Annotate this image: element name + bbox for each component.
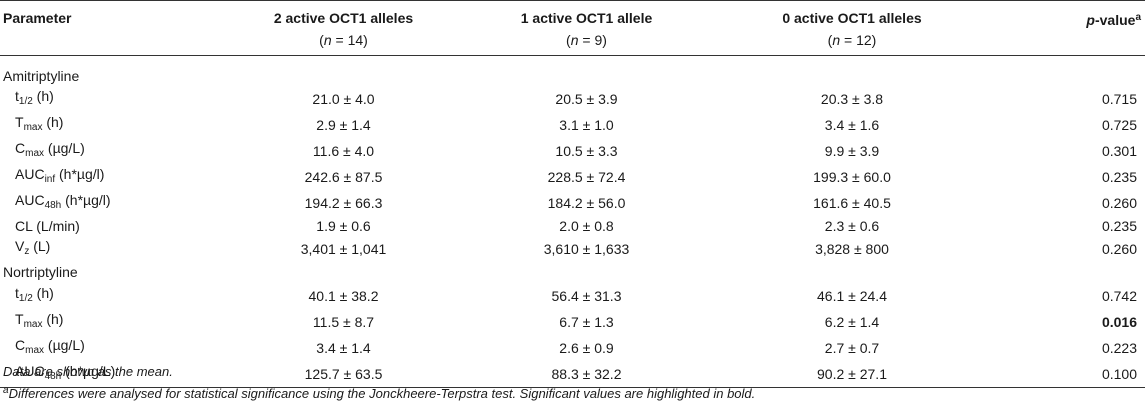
value-cell: 20.5 ± 3.9 bbox=[555, 91, 618, 108]
parameter-cell: Tmax (h) bbox=[15, 310, 64, 330]
parameter-cell: AUC48h (h*µg/l) bbox=[15, 192, 111, 212]
header-2-alleles: 2 active OCT1 alleles bbox=[222, 0, 465, 30]
table-row: Tmax (h) 2.9 ± 1.4 3.1 ± 1.0 3.4 ± 1.6 0.725 bbox=[0, 112, 1145, 138]
value-cell: 11.6 ± 4.0 bbox=[312, 143, 375, 160]
value-cell: 40.1 ± 38.2 bbox=[308, 287, 379, 304]
value-cell: 20.3 ± 3.8 bbox=[820, 91, 884, 108]
value-cell: 228.5 ± 72.4 bbox=[547, 169, 626, 186]
p-value-cell: 0.742 bbox=[1101, 287, 1137, 304]
value-cell: 3,610 ± 1,633 bbox=[543, 241, 630, 258]
header-n-2-alleles: (n = 14) bbox=[222, 30, 465, 56]
parameter-cell: Cmax (µg/L) bbox=[15, 140, 85, 160]
p-value-cell: 0.016 bbox=[1101, 313, 1137, 330]
footnote-mean: Data are shown as the mean. bbox=[3, 364, 173, 379]
value-cell: 3.4 ± 1.4 bbox=[316, 339, 371, 356]
parameter-cell: Tmax (h) bbox=[15, 114, 64, 134]
value-cell: 3.1 ± 1.0 bbox=[559, 117, 614, 134]
table-row: t1/2 (h) 21.0 ± 4.0 20.5 ± 3.9 20.3 ± 3.8 0.… bbox=[0, 86, 1145, 112]
value-cell: 2.0 ± 0.8 bbox=[559, 218, 614, 235]
value-cell: 125.7 ± 63.5 bbox=[222, 360, 465, 388]
p-value-cell: 0.100 bbox=[996, 360, 1145, 388]
table-row: Cmax (µg/L) 3.4 ± 1.4 2.6 ± 0.9 2.7 ± 0.7 0.… bbox=[0, 335, 1145, 361]
p-value-cell: 0.235 bbox=[1101, 169, 1137, 186]
value-cell: 2.6 ± 0.9 bbox=[559, 339, 614, 356]
table-row: Vz (L) 3,401 ± 1,041 3,610 ± 1,633 3,828 ± … bbox=[0, 236, 1145, 262]
parameter-cell: t1/2 (h) bbox=[15, 88, 54, 108]
header-n-0-alleles: (n = 12) bbox=[708, 30, 996, 56]
table-row: t1/2 (h) 40.1 ± 38.2 56.4 ± 31.3 46.1 ± 24.… bbox=[0, 283, 1145, 309]
pk-parameters-table: Parameter 2 active OCT1 alleles 1 active… bbox=[0, 0, 1145, 388]
value-cell: 242.6 ± 87.5 bbox=[304, 169, 383, 186]
p-value-cell: 0.260 bbox=[1101, 195, 1137, 212]
value-cell: 21.0 ± 4.0 bbox=[312, 91, 375, 108]
p-value-cell: 0.715 bbox=[1101, 91, 1137, 108]
value-cell: 6.7 ± 1.3 bbox=[559, 313, 614, 330]
header-p-value: p-valuea bbox=[996, 0, 1145, 30]
value-cell: 90.2 ± 27.1 bbox=[708, 360, 996, 388]
table-row: CL (L/min) 1.9 ± 0.6 2.0 ± 0.8 2.3 ± 0.6 0.2… bbox=[0, 216, 1145, 236]
header-parameter: Parameter bbox=[0, 0, 222, 30]
header-1-allele: 1 active OCT1 allele bbox=[465, 0, 708, 30]
section-title: Amitriptyline bbox=[3, 68, 80, 85]
value-cell: 194.2 ± 66.3 bbox=[304, 195, 383, 212]
header-n-1-allele: (n = 9) bbox=[465, 30, 708, 56]
value-cell: 2.7 ± 0.7 bbox=[824, 339, 880, 356]
value-cell: 46.1 ± 24.4 bbox=[817, 287, 887, 304]
parameter-cell: Vz (L) bbox=[15, 238, 51, 258]
value-cell: 56.4 ± 31.3 bbox=[551, 287, 622, 304]
value-cell: 11.5 ± 8.7 bbox=[312, 313, 375, 330]
p-value-cell: 0.725 bbox=[1101, 117, 1137, 134]
parameter-cell: AUC48h (h*µg/L) bbox=[0, 360, 222, 388]
value-cell: 6.2 ± 1.4 bbox=[824, 313, 880, 330]
value-cell: 10.5 ± 3.3 bbox=[555, 143, 618, 160]
p-value-cell: 0.301 bbox=[1101, 143, 1137, 160]
table-body: Amitriptyline t1/2 (h) 21.0 ± 4.0 20.5 ± 3.… bbox=[0, 56, 1145, 388]
value-cell: 3,828 ± 800 bbox=[815, 241, 889, 258]
value-cell: 199.3 ± 60.0 bbox=[813, 169, 891, 186]
header-row: Parameter 2 active OCT1 alleles 1 active… bbox=[0, 0, 1145, 30]
table-row: AUC48h (h*µg/L) 125.7 ± 63.5 88.3 ± 32.2 90… bbox=[0, 360, 1145, 388]
table-row: AUCinf (h*µg/l) 242.6 ± 87.5 228.5 ± 72.4 1… bbox=[0, 164, 1145, 190]
value-cell: 88.3 ± 32.2 bbox=[465, 360, 708, 388]
header-n-row: (n = 14) (n = 9) (n = 12) bbox=[0, 30, 1145, 56]
value-cell: 2.3 ± 0.6 bbox=[824, 218, 880, 235]
section-title: Nortriptyline bbox=[3, 264, 78, 281]
table-row: AUC48h (h*µg/l) 194.2 ± 66.3 184.2 ± 56.0 1… bbox=[0, 190, 1145, 216]
value-cell: 161.6 ± 40.5 bbox=[813, 195, 891, 212]
value-cell: 184.2 ± 56.0 bbox=[547, 195, 626, 212]
table-row: Tmax (h) 11.5 ± 8.7 6.7 ± 1.3 6.2 ± 1.4 0.01… bbox=[0, 309, 1145, 335]
value-cell: 9.9 ± 3.9 bbox=[824, 143, 880, 160]
parameter-cell: AUCinf (h*µg/l) bbox=[15, 166, 105, 186]
footnote-significance: aDifferences were analysed for statistic… bbox=[3, 385, 756, 401]
section-row: Nortriptyline bbox=[0, 262, 1145, 282]
value-cell: 3,401 ± 1,041 bbox=[300, 241, 387, 258]
parameter-cell: Cmax (µg/L) bbox=[15, 336, 85, 356]
section-row: Amitriptyline bbox=[0, 56, 1145, 87]
p-value-cell: 0.223 bbox=[1101, 339, 1137, 356]
p-value-cell: 0.260 bbox=[1101, 241, 1137, 258]
parameter-cell: CL (L/min) bbox=[15, 218, 80, 235]
value-cell: 2.9 ± 1.4 bbox=[316, 117, 371, 134]
parameter-cell: t1/2 (h) bbox=[15, 284, 54, 304]
table-row: Cmax (µg/L) 11.6 ± 4.0 10.5 ± 3.3 9.9 ± 3.9… bbox=[0, 138, 1145, 164]
p-value-cell: 0.235 bbox=[1101, 218, 1137, 235]
value-cell: 1.9 ± 0.6 bbox=[316, 218, 371, 235]
value-cell: 3.4 ± 1.6 bbox=[824, 117, 880, 134]
header-0-alleles: 0 active OCT1 alleles bbox=[708, 0, 996, 30]
